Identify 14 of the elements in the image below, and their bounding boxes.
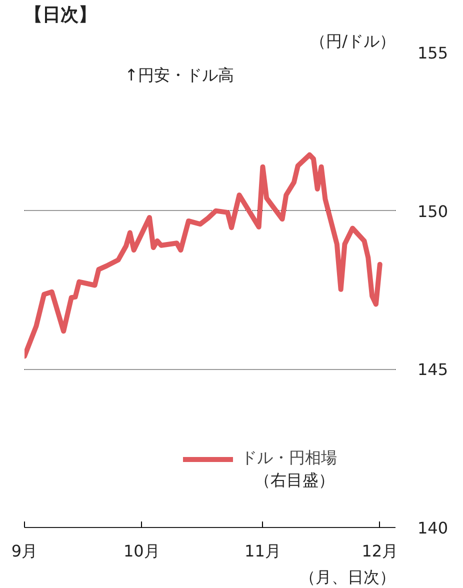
- chart-title: 【日次】: [24, 4, 96, 26]
- y-tick-label: 150: [418, 202, 448, 221]
- x-axis-title: （月、日次）: [300, 568, 396, 586]
- annotation: ↑円安・ドル高: [124, 66, 234, 84]
- x-tick-label: 11月: [244, 542, 281, 560]
- y-axis-title: （円/ドル）: [310, 32, 396, 50]
- y-tick-label: 155: [418, 44, 448, 62]
- x-tick-label: 12月: [362, 542, 398, 560]
- y-tick-label: 145: [418, 360, 448, 380]
- x-tick-label: 9月: [11, 542, 38, 560]
- y-tick-label: 140: [418, 518, 448, 538]
- annotation: （右目盛）: [254, 470, 335, 490]
- x-tick-label: 10月: [123, 542, 160, 560]
- legend-label: ドル・円相場: [241, 448, 337, 469]
